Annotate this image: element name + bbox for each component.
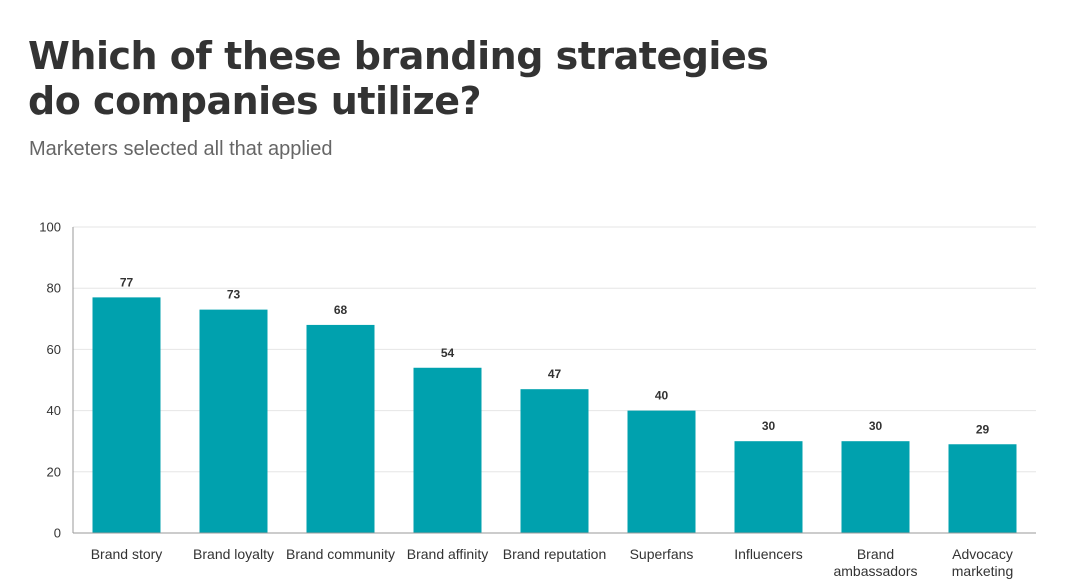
y-tick-label: 60 xyxy=(47,342,61,357)
bar xyxy=(92,297,161,533)
bar-value-label: 68 xyxy=(334,303,348,317)
x-category-label: Superfans xyxy=(630,546,694,562)
bar xyxy=(841,441,910,533)
x-category-label: Brand xyxy=(857,546,894,562)
x-category-label: Brand community xyxy=(286,546,395,562)
chart-title-line-2: do companies utilize? xyxy=(28,79,482,123)
y-tick-label: 20 xyxy=(47,464,61,479)
x-category-label: Brand affinity xyxy=(407,546,488,562)
bar xyxy=(948,444,1017,533)
bar-value-label: 77 xyxy=(120,275,134,289)
x-category-label: Influencers xyxy=(734,546,802,562)
x-category-label: Brand loyalty xyxy=(193,546,274,562)
chart-subtitle: Marketers selected all that applied xyxy=(29,138,333,160)
y-tick-label: 0 xyxy=(54,526,61,541)
bar xyxy=(199,309,268,533)
bar-value-label: 29 xyxy=(976,422,990,436)
y-tick-label: 80 xyxy=(47,281,61,296)
bar-value-label: 47 xyxy=(548,367,562,381)
bar xyxy=(520,389,589,533)
chart-title-line-1: Which of these branding strategies xyxy=(28,34,769,78)
y-tick-label: 100 xyxy=(39,220,61,235)
bar xyxy=(627,410,696,533)
bar xyxy=(306,324,375,533)
bar-value-label: 54 xyxy=(441,346,455,360)
bar xyxy=(413,367,482,533)
x-category-label: Brand reputation xyxy=(503,546,607,562)
bar-value-label: 30 xyxy=(869,419,883,433)
x-category-label: ambassadors xyxy=(833,563,917,579)
bar xyxy=(734,441,803,533)
x-category-label: Brand story xyxy=(91,546,163,562)
x-category-label: marketing xyxy=(952,563,1013,579)
bar-value-label: 73 xyxy=(227,288,241,302)
y-tick-label: 40 xyxy=(47,403,61,418)
x-category-label: Advocacy xyxy=(952,546,1013,562)
bar-value-label: 40 xyxy=(655,389,669,403)
chart-title: Which of these branding strategies do co… xyxy=(28,34,788,124)
bar-value-label: 30 xyxy=(762,419,776,433)
